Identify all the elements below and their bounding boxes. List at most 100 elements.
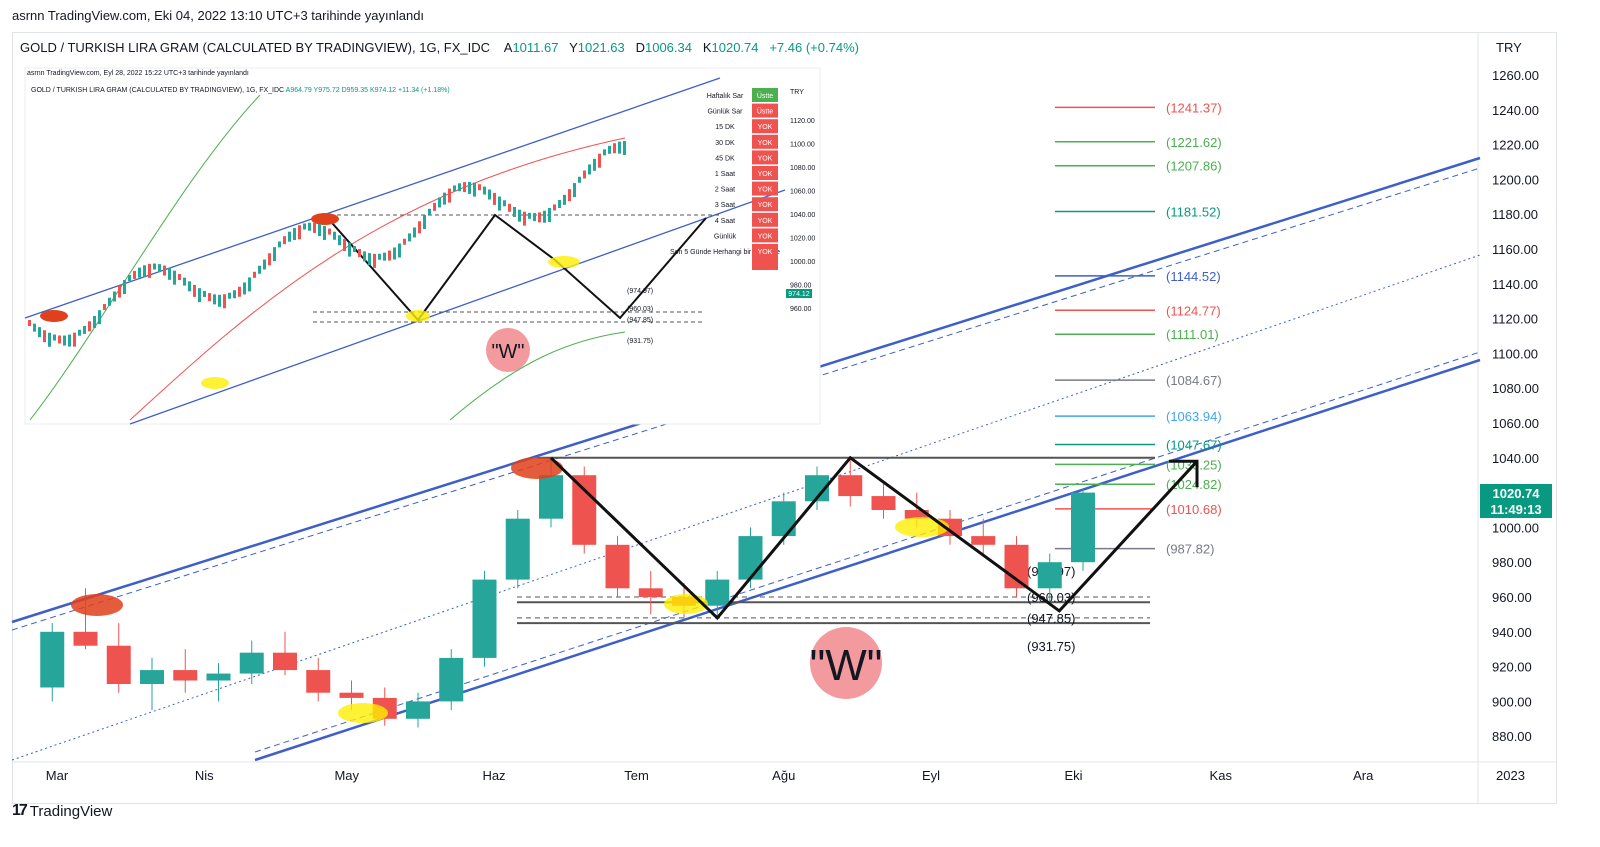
close-value: 1020.74 <box>711 40 759 55</box>
inset-level-1: (960.03) <box>627 306 653 313</box>
inset-candle-75 <box>403 238 406 245</box>
inset-channel-lower <box>129 189 786 425</box>
candle-body-6 <box>239 652 264 674</box>
w-pattern-path <box>549 455 1199 621</box>
inset-candle-41 <box>233 290 236 299</box>
inset-candle-109 <box>573 183 576 198</box>
inset-candle-31 <box>183 277 186 286</box>
inset-y-tick-6: 1000.00 <box>790 259 815 266</box>
inset-table-status-bg-0 <box>752 88 778 102</box>
candle-body-18 <box>638 588 663 597</box>
price-level-label-8: (1063.94) <box>1166 409 1222 424</box>
inset-candle-46 <box>258 265 261 274</box>
inset-candle-21 <box>133 270 136 279</box>
inset-candle-93 <box>493 192 496 205</box>
inset-candle-16 <box>108 297 111 306</box>
inset-y-tick-7: 980.00 <box>790 283 812 290</box>
inset-table-status-bg-10 <box>752 244 778 270</box>
inset-candle-5 <box>53 334 56 341</box>
inset-symbol-legend: GOLD / TURKISH LIRA GRAM (CALCULATED BY … <box>31 87 450 94</box>
inset-table-status-bg-7 <box>752 197 778 212</box>
footer-brand[interactable]: 17 TradingView <box>12 802 112 820</box>
inset-level-3: (931.75) <box>627 338 653 345</box>
inset-candle-90 <box>478 184 481 191</box>
candle-body-11 <box>406 701 430 719</box>
inset-candle-74 <box>398 243 401 258</box>
candle-body-26 <box>904 510 929 519</box>
price-level-label-2: (1207.86) <box>1166 159 1222 174</box>
inset-highlight-yellow-2 <box>406 310 430 322</box>
inset-candle-33 <box>193 284 196 297</box>
inset-candle-79 <box>423 215 426 230</box>
inset-candle-51 <box>283 236 286 245</box>
inset-candle-63 <box>343 238 346 251</box>
price-level-label-5: (1124.77) <box>1166 303 1221 318</box>
inset-candle-108 <box>568 189 571 202</box>
price-level-label-9: (1047.67) <box>1166 437 1222 452</box>
inset-table-tf-6: 2 Saat <box>715 187 735 194</box>
inset-w-circle <box>486 328 530 372</box>
inset-candle-12 <box>88 321 91 332</box>
inset-candle-98 <box>518 209 521 222</box>
inset-table-tf-1: Günlük Sar <box>707 109 743 116</box>
chart-pane[interactable] <box>12 32 1557 804</box>
inset-candle-56 <box>308 222 311 231</box>
y-tick-label-8: 1100.00 <box>1492 346 1538 361</box>
y-tick-label-18: 900.00 <box>1492 694 1532 709</box>
inset-candle-80 <box>428 208 431 215</box>
x-tick-label-6: Eyl <box>922 768 940 783</box>
inset-candle-81 <box>433 202 436 211</box>
inset-table-status-bg-2 <box>752 119 778 134</box>
inset-y-tick-5: 1020.00 <box>790 236 815 243</box>
inset-candle-45 <box>253 271 256 278</box>
inset-candle-49 <box>273 247 276 262</box>
inset-table-tf-8: 4 Saat <box>715 218 735 225</box>
inset-candle-83 <box>443 192 446 205</box>
inset-w-label: "W" <box>491 341 524 363</box>
inset-candle-3 <box>43 330 46 343</box>
inset-candle-47 <box>263 259 266 270</box>
inset-candle-116 <box>608 145 611 154</box>
inset-candle-14 <box>98 310 101 325</box>
inset-candle-95 <box>503 200 506 207</box>
inset-candle-87 <box>463 182 466 193</box>
high-value: 1021.63 <box>577 40 625 55</box>
inset-candle-40 <box>228 292 231 299</box>
inset-candle-39 <box>223 294 226 309</box>
last-price-value: 1020.74 <box>1493 486 1541 501</box>
x-tick-label-2: May <box>334 768 359 783</box>
inset-table-status-7: YOK <box>758 202 773 209</box>
inset-level-0: (974.97) <box>627 288 653 295</box>
inset-candle-29 <box>173 270 176 285</box>
inset-candle-52 <box>288 231 291 242</box>
candle-body-24 <box>838 475 863 497</box>
inset-table-status-5: YOK <box>758 171 773 178</box>
inset-candle-102 <box>538 212 541 223</box>
price-level-label-4: (1144.52) <box>1166 269 1221 284</box>
highlight-red-jun <box>511 457 563 479</box>
inset-w-pattern-path <box>324 213 707 322</box>
inset-candle-82 <box>438 197 441 208</box>
inset-candle-42 <box>238 286 241 297</box>
y-tick-label-17: 920.00 <box>1492 660 1532 675</box>
price-level-label-15: (960.03) <box>1027 590 1075 605</box>
inset-candle-94 <box>498 196 501 211</box>
inset-change: +11.34 (+1.18%) <box>398 87 450 94</box>
y-tick-label-7: 1120.00 <box>1492 312 1538 327</box>
w-annotation-label: "W" <box>810 641 883 690</box>
inset-highlight-red-2 <box>311 213 339 225</box>
inset-candle-53 <box>293 228 296 241</box>
inset-candle-70 <box>378 253 381 260</box>
x-tick-label-9: Ara <box>1353 768 1374 783</box>
inset-candle-9 <box>73 332 76 347</box>
candle-body-1 <box>73 631 98 646</box>
inset-candle-112 <box>588 164 591 175</box>
x-tick-label-5: Ağu <box>772 768 795 783</box>
symbol-legend[interactable]: GOLD / TURKISH LIRA GRAM (CALCULATED BY … <box>20 40 859 55</box>
inset-level-2: (947.85) <box>627 317 653 324</box>
inset-candle-97 <box>513 206 516 217</box>
y-tick-label-4: 1180.00 <box>1492 207 1538 222</box>
x-tick-label-7: Eki <box>1064 768 1082 783</box>
inset-candle-66 <box>358 249 361 258</box>
inset-candle-84 <box>448 188 451 203</box>
